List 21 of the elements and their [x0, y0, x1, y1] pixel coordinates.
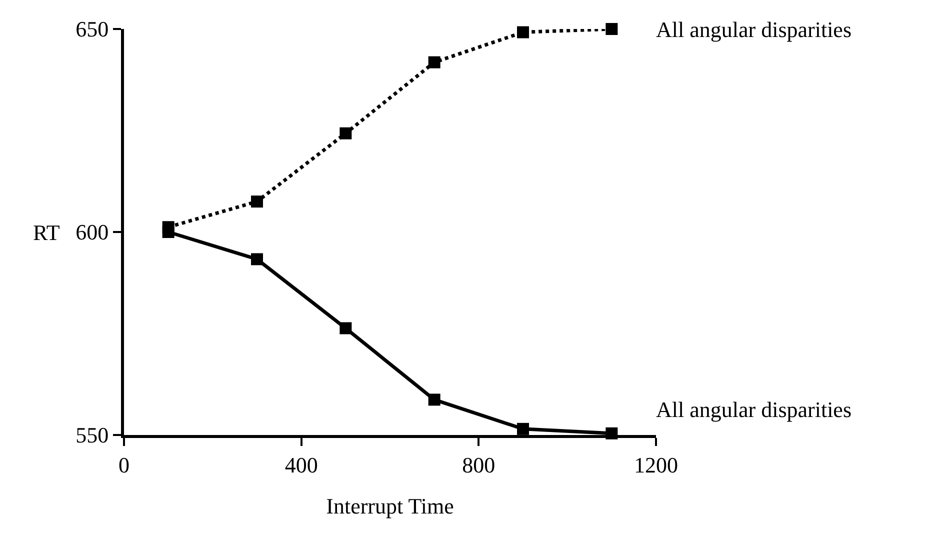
- y-tick-label: 650: [76, 16, 109, 42]
- point: [606, 23, 618, 35]
- series-label: All angular disparities: [656, 17, 852, 42]
- x-tick-label: 1200: [634, 452, 678, 478]
- x-tick-label: 800: [462, 452, 496, 478]
- y-tick-label: 600: [76, 220, 109, 245]
- y-axis-title: RT: [33, 220, 60, 245]
- point: [340, 322, 352, 334]
- point: [251, 196, 263, 208]
- y-tick-label: 550: [76, 422, 109, 448]
- point: [428, 394, 440, 406]
- point: [517, 26, 529, 38]
- x-tick-label: 0: [118, 452, 130, 478]
- point: [162, 226, 174, 238]
- series-label: All angular disparities: [656, 397, 852, 422]
- x-axis-title: Interrupt Time: [326, 493, 454, 518]
- point: [340, 127, 352, 140]
- point: [428, 56, 440, 68]
- x-tick-label: 400: [284, 452, 318, 478]
- point: [251, 253, 263, 266]
- point: [517, 422, 529, 435]
